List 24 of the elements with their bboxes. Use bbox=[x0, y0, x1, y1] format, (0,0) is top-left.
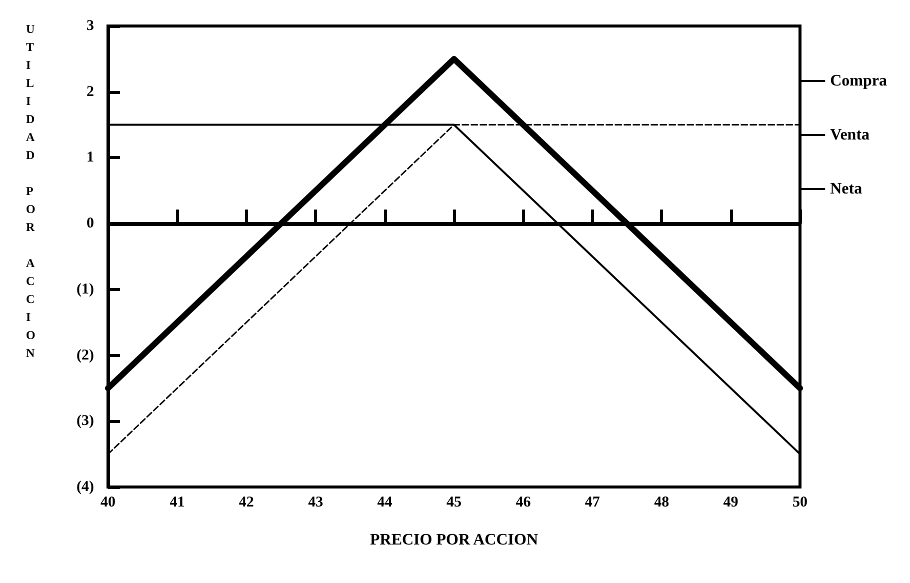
y-tick-label: (3) bbox=[76, 413, 94, 430]
legend-label: Neta bbox=[830, 180, 862, 198]
x-tick-label: 44 bbox=[377, 494, 393, 510]
legend-label: Compra bbox=[830, 72, 888, 90]
y-tick-label: (1) bbox=[76, 281, 94, 298]
x-tick-label: 50 bbox=[792, 494, 808, 510]
x-tick-label: 42 bbox=[238, 494, 254, 510]
text: UTILIDAD POR ACCION bbox=[26, 22, 36, 360]
x-tick-label: 41 bbox=[170, 494, 185, 510]
y-tick-label: (2) bbox=[76, 347, 94, 364]
y-tick-label: 2 bbox=[86, 84, 94, 100]
x-tick-label: 46 bbox=[516, 494, 532, 510]
x-tick-label: 43 bbox=[308, 494, 324, 510]
x-tick-label: 40 bbox=[100, 494, 116, 510]
x-tick-label: 49 bbox=[723, 494, 738, 510]
x-axis-title: PRECIO POR ACCION bbox=[370, 532, 538, 548]
legend-label: Venta bbox=[830, 126, 870, 144]
x-tick-label: 45 bbox=[446, 494, 462, 510]
x-tick-label: 47 bbox=[584, 494, 600, 510]
y-tick-label: 1 bbox=[86, 150, 94, 166]
y-tick-label: 3 bbox=[86, 18, 94, 34]
y-tick-label: 0 bbox=[86, 216, 94, 232]
y-tick-label: (4) bbox=[76, 479, 94, 495]
x-tick-label: 48 bbox=[654, 494, 670, 510]
